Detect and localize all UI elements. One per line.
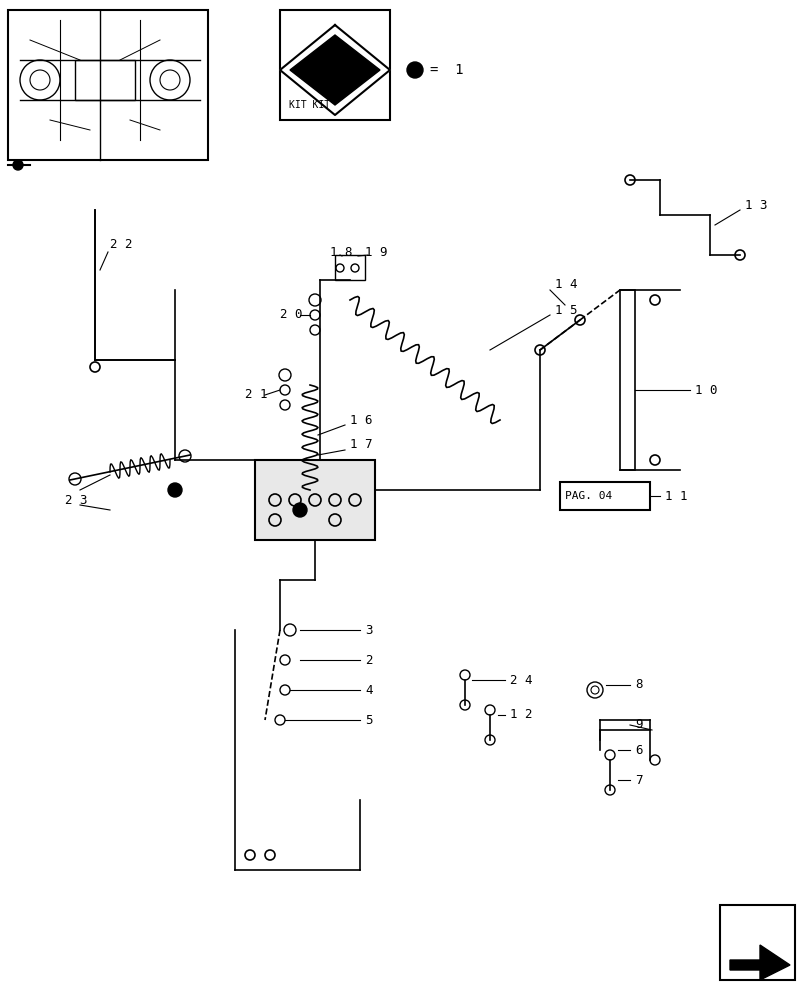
Text: 5: 5 — [365, 713, 372, 726]
Polygon shape — [280, 25, 389, 115]
Bar — [335, 255, 365, 280]
Text: 1 6: 1 6 — [350, 414, 372, 426]
Text: 2: 2 — [365, 654, 372, 666]
Bar — [75, 60, 135, 100]
Text: 4: 4 — [365, 684, 372, 696]
Text: 2 0: 2 0 — [280, 308, 303, 322]
Text: 1 3: 1 3 — [744, 199, 766, 212]
Text: 9: 9 — [634, 718, 642, 731]
Bar — [255, 460, 375, 540]
Text: =  1: = 1 — [430, 63, 463, 77]
Text: PAG. 04: PAG. 04 — [564, 491, 611, 501]
Text: 1 9: 1 9 — [365, 245, 387, 258]
Bar — [620, 290, 634, 470]
Text: 1 5: 1 5 — [554, 304, 577, 316]
Polygon shape — [729, 945, 789, 980]
Text: 1 8: 1 8 — [329, 245, 352, 258]
Text: 2 2: 2 2 — [109, 238, 132, 251]
Circle shape — [406, 62, 423, 78]
Circle shape — [168, 483, 182, 497]
Bar — [719, 905, 794, 980]
Bar — [8, 10, 208, 160]
Text: 1 2: 1 2 — [509, 708, 532, 721]
Text: 1 0: 1 0 — [694, 383, 717, 396]
Text: 2 3: 2 3 — [65, 493, 88, 506]
Bar — [560, 482, 649, 510]
Polygon shape — [290, 35, 380, 105]
Text: 2 4: 2 4 — [509, 674, 532, 686]
Text: 7: 7 — [634, 774, 642, 786]
Text: 2 1: 2 1 — [245, 388, 267, 401]
Circle shape — [13, 160, 23, 170]
Circle shape — [293, 503, 307, 517]
Text: 8: 8 — [634, 678, 642, 692]
Text: 1 1: 1 1 — [664, 489, 687, 502]
Text: 1 4: 1 4 — [554, 278, 577, 292]
Text: 6: 6 — [634, 743, 642, 756]
Text: 1 7: 1 7 — [350, 438, 372, 452]
Text: 3: 3 — [365, 624, 372, 636]
Text: KIT KIT: KIT KIT — [289, 100, 330, 110]
Bar — [280, 10, 389, 120]
